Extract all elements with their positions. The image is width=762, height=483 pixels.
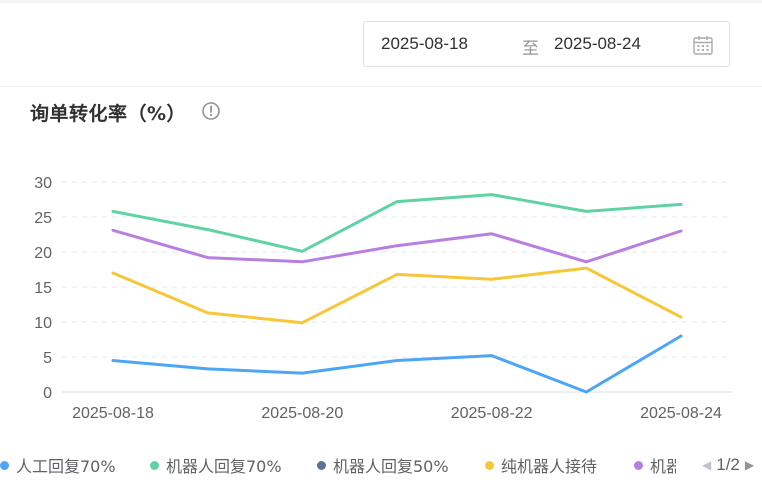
series-lines (111, 193, 683, 394)
legend-item[interactable]: 纯机器人接待 (485, 452, 597, 478)
y-tick-label: 20 (34, 245, 52, 262)
triangle-right-icon[interactable]: ▶ (744, 458, 755, 472)
top-border (0, 0, 762, 3)
y-tick-label: 25 (34, 210, 52, 227)
y-tick-label: 0 (43, 385, 52, 402)
y-tick-label: 5 (43, 350, 52, 367)
y-tick-label: 10 (34, 315, 52, 332)
legend-dot-icon (150, 460, 159, 470)
x-tick-label: 2025-08-20 (261, 405, 343, 422)
legend-item[interactable]: 人工回复70% (0, 452, 116, 478)
date-range-picker[interactable]: 2025-08-18 至 2025-08-24 (363, 21, 730, 67)
x-tick-label: 2025-08-18 (72, 405, 154, 422)
legend: 人工回复70% 机器人回复70% 机器人回复50% 纯机器人接待 机器 ◀ 1/2 ▶ (0, 452, 762, 478)
date-end-input[interactable]: 2025-08-24 (554, 34, 641, 53)
calendar-icon[interactable] (692, 34, 714, 56)
header-divider (0, 86, 762, 87)
info-circle-icon[interactable] (201, 101, 221, 121)
legend-dot-icon (317, 460, 326, 470)
series-line[interactable] (111, 193, 683, 253)
legend-dot-icon (634, 460, 643, 470)
series-line[interactable] (111, 266, 683, 325)
legend-pager: ◀ 1/2 ▶ (697, 452, 759, 478)
x-tick-label: 2025-08-22 (451, 405, 533, 422)
y-tick-label: 30 (34, 175, 52, 192)
date-separator: 至 (522, 39, 539, 59)
series-line[interactable] (111, 334, 683, 394)
chart-title: 询单转化率（%） (30, 103, 187, 125)
legend-label: 机器人回复70% (166, 457, 282, 476)
legend-dot-icon (0, 460, 9, 470)
legend-item[interactable]: 机器人回复50% (317, 452, 449, 478)
legend-items: 人工回复70% 机器人回复70% 机器人回复50% 纯机器人接待 机器 (0, 452, 676, 478)
series-line[interactable] (111, 228, 683, 264)
x-tick-label: 2025-08-24 (640, 405, 722, 422)
legend-label: 人工回复70% (16, 457, 116, 476)
legend-label: 机器人回复50% (333, 457, 449, 476)
y-axis-ticks: 0 5 10 15 20 25 30 (34, 175, 52, 402)
y-tick-label: 15 (34, 280, 52, 297)
legend-item[interactable]: 机器人回复70% (150, 452, 282, 478)
legend-page-indicator: 1/2 (716, 455, 740, 474)
legend-dot-icon (485, 460, 494, 470)
date-start-input[interactable]: 2025-08-18 (381, 34, 468, 53)
legend-label: 纯机器人接待 (501, 457, 598, 476)
grid-lines (62, 181, 732, 358)
x-axis-ticks: 2025-08-18 2025-08-20 2025-08-22 2025-08-24 (72, 405, 722, 422)
triangle-left-icon[interactable]: ◀ (702, 458, 712, 472)
legend-label: 机器 (650, 457, 676, 476)
legend-item[interactable]: 机器 (634, 452, 676, 478)
